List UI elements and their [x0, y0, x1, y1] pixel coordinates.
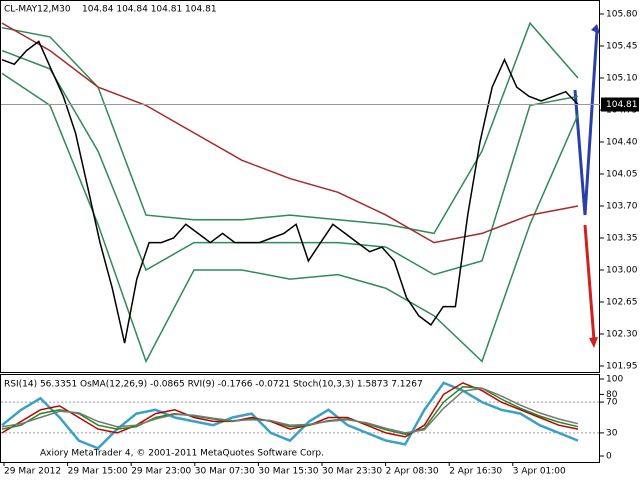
y-tick-label: 105.80	[606, 10, 638, 20]
y-tick-label: 105.45	[606, 42, 638, 52]
y-tick-label: 70	[606, 398, 618, 408]
series-line	[1, 22, 579, 244]
x-tick-label: 3 Apr 01:00	[513, 467, 566, 477]
red-arrowhead	[589, 337, 598, 348]
x-tick-label: 29 Mar 15:00	[68, 467, 128, 477]
blue-arrowhead	[591, 24, 600, 34]
y-tick-label: 100	[606, 375, 623, 385]
series-line	[1, 72, 579, 364]
series-line	[1, 387, 579, 434]
x-tick-label: 29 Mar 2012	[4, 467, 61, 477]
y-tick-label: 80	[606, 390, 618, 400]
x-tick-label: 2 Apr 16:30	[449, 467, 502, 477]
x-tick-label: 29 Mar 23:00	[131, 467, 191, 477]
blue-arrow	[573, 29, 599, 216]
main-panel	[0, 0, 600, 373]
x-tick-label: 30 Mar 23:30	[322, 467, 382, 477]
y-tick-label: 105.10	[606, 74, 638, 84]
y-tick-label: 103.35	[606, 234, 638, 244]
current-price-box	[601, 97, 639, 112]
series-line	[1, 40, 579, 344]
x-tick-label: 30 Mar 07:30	[195, 467, 255, 477]
x-tick-label: 30 Mar 15:30	[258, 467, 318, 477]
x-tick-label: 2 Apr 08:30	[386, 467, 439, 477]
y-tick-label: 102.65	[606, 298, 638, 308]
y-tick-label: 102.30	[606, 330, 638, 340]
series-line	[1, 382, 579, 438]
current-price-label: 104.81	[606, 100, 638, 110]
series-line	[1, 381, 579, 450]
y-tick-label: 103.70	[606, 202, 638, 212]
y-tick-label: 103.00	[606, 266, 638, 276]
indicator-panel	[0, 374, 600, 463]
series-line	[1, 49, 579, 276]
y-tick-label: 101.95	[606, 362, 638, 372]
y-tick-label: 30	[606, 428, 618, 438]
y-tick-label: 104.40	[606, 138, 638, 148]
y-tick-label: 0	[606, 452, 612, 462]
watermark: Axiory MetaTrader 4, © 2001-2011 MetaQuo…	[40, 449, 324, 459]
y-tick-label: 104.05	[606, 170, 638, 180]
symbol: CL-MAY12,M30	[4, 5, 71, 15]
indicators: RSI(14) 56.3351 OsMA(12,26,9) -0.0865 RV…	[4, 380, 423, 390]
ohlc: 104.84 104.84 104.81 104.81	[82, 5, 217, 15]
red-arrow	[583, 224, 596, 341]
